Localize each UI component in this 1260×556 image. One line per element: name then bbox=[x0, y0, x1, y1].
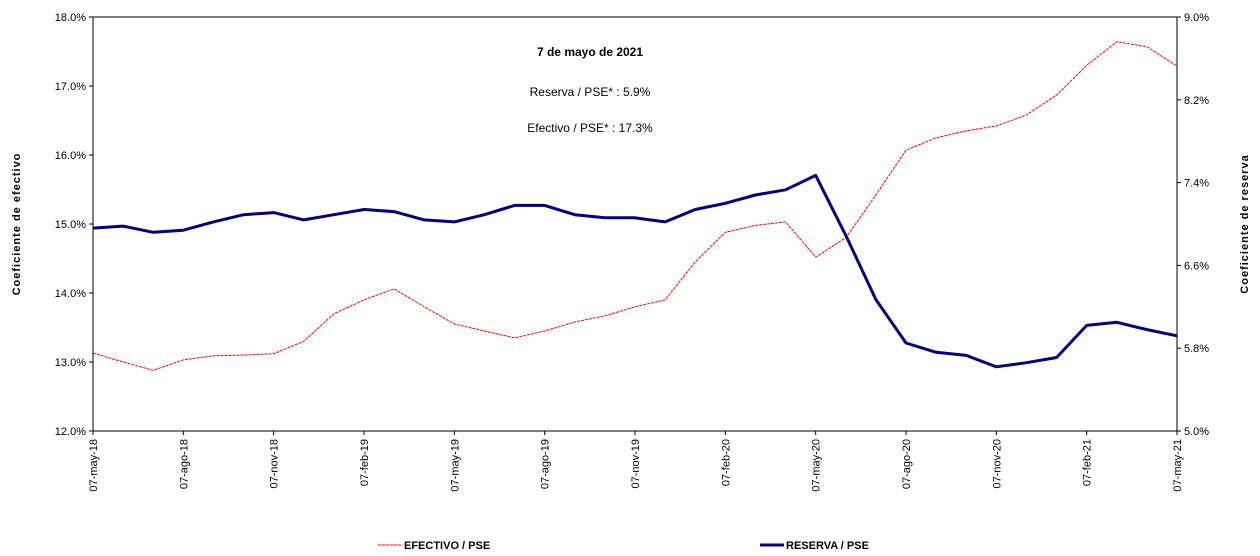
y-tick-label: 17.0% bbox=[55, 81, 86, 93]
y2-tick-label: 7.4% bbox=[1184, 178, 1209, 190]
x-tick-label: 07-may-21 bbox=[1172, 439, 1184, 492]
y2-tick-label: 6.6% bbox=[1184, 260, 1209, 272]
y-tick-label: 13.0% bbox=[55, 357, 86, 369]
x-tick-label: 07-nov-19 bbox=[630, 439, 642, 489]
x-tick-label: 07-feb-19 bbox=[359, 439, 371, 486]
plot-frame bbox=[92, 16, 1178, 432]
x-tick-label: 07-may-18 bbox=[88, 439, 100, 492]
y2-tick-label: 8.2% bbox=[1184, 95, 1209, 107]
x-tick-label: 07-feb-20 bbox=[720, 439, 732, 486]
x-tick-label: 07-ago-18 bbox=[178, 439, 190, 489]
series-line bbox=[92, 173, 1178, 369]
legend-label: RESERVA / PSE bbox=[786, 540, 869, 552]
x-tick-label: 07-ago-20 bbox=[901, 439, 913, 489]
legend-label: EFECTIVO / PSE bbox=[404, 540, 490, 552]
y-tick-label: 14.0% bbox=[55, 288, 86, 300]
x-tick-label: 07-nov-20 bbox=[991, 439, 1003, 489]
y2-tick-label: 5.0% bbox=[1184, 426, 1209, 438]
annotation: Efectivo / PSE* : 17.3% bbox=[527, 121, 653, 135]
x-tick-label: 07-ago-19 bbox=[540, 439, 552, 489]
x-tick-label: 07-may-20 bbox=[811, 439, 823, 492]
annotation: Reserva / PSE* : 5.9% bbox=[530, 85, 651, 99]
y2-tick-label: 5.8% bbox=[1184, 343, 1209, 355]
y-axis-label: Coeficiente de efectivo bbox=[11, 153, 23, 296]
x-tick-label: 07-may-19 bbox=[449, 439, 461, 492]
y-tick-label: 15.0% bbox=[55, 219, 86, 231]
y2-axis-label: Coeficiente de reserva bbox=[1239, 154, 1251, 293]
y-tick-label: 12.0% bbox=[55, 426, 86, 438]
y-tick-label: 16.0% bbox=[55, 150, 86, 162]
y2-tick-label: 9.0% bbox=[1184, 12, 1209, 24]
series-line bbox=[92, 41, 1178, 371]
x-tick-label: 07-feb-21 bbox=[1082, 439, 1094, 486]
x-tick-label: 07-nov-18 bbox=[269, 439, 281, 489]
annotation: 7 de mayo de 2021 bbox=[537, 45, 643, 59]
y-tick-label: 18.0% bbox=[55, 12, 86, 24]
